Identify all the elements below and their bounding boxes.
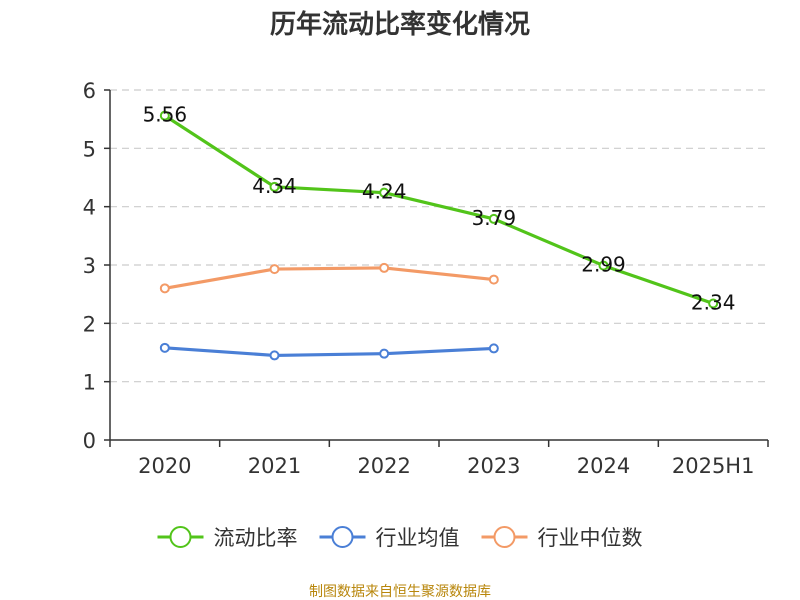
legend-item[interactable]: 行业均值 bbox=[319, 526, 460, 550]
y-tick-label: 6 bbox=[83, 79, 96, 103]
x-tick-label: 2023 bbox=[467, 454, 520, 478]
data-point[interactable] bbox=[159, 110, 170, 121]
data-point[interactable] bbox=[159, 283, 170, 294]
data-point[interactable] bbox=[379, 348, 390, 359]
series-line bbox=[164, 346, 494, 358]
legend-label: 流动比率 bbox=[214, 526, 298, 550]
series-line bbox=[164, 266, 495, 290]
grid-lines bbox=[110, 89, 768, 383]
data-label: 4.34 bbox=[252, 174, 297, 198]
legend-label: 行业中位数 bbox=[538, 526, 643, 550]
y-tick-label: 5 bbox=[83, 137, 96, 161]
y-tick-label: 1 bbox=[83, 371, 96, 395]
legend-item[interactable]: 行业中位数 bbox=[481, 526, 643, 550]
legend-marker-icon bbox=[169, 526, 192, 548]
data-point[interactable] bbox=[488, 213, 499, 224]
x-tick-label: 2021 bbox=[248, 454, 301, 478]
data-label: 3.79 bbox=[472, 206, 517, 230]
x-tick-label: 2024 bbox=[577, 454, 630, 478]
x-tick-label: 2022 bbox=[357, 454, 410, 478]
legend-marker-icon bbox=[331, 526, 354, 548]
axes: 0 1 2 3 4 5 6 2020 2021 2022 2023 2024 2025H1 bbox=[83, 79, 769, 478]
data-label: 2.99 bbox=[581, 253, 626, 277]
data-label: 4.24 bbox=[362, 180, 407, 204]
data-point[interactable] bbox=[708, 298, 719, 309]
series-line bbox=[163, 114, 714, 306]
chart-title: 历年流动比率变化情况 bbox=[270, 9, 530, 40]
data-point[interactable] bbox=[159, 342, 170, 353]
data-point[interactable] bbox=[488, 274, 499, 285]
data-point[interactable] bbox=[379, 262, 390, 273]
data-point[interactable] bbox=[269, 264, 280, 275]
y-tick-label: 3 bbox=[83, 254, 96, 278]
data-point[interactable] bbox=[269, 350, 280, 361]
data-point[interactable] bbox=[488, 343, 499, 354]
y-tick-label: 0 bbox=[83, 429, 96, 453]
x-tick-label: 2020 bbox=[138, 454, 191, 478]
legend[interactable]: 流动比率 行业均值 行业中位数 bbox=[157, 526, 643, 550]
data-point[interactable] bbox=[269, 181, 280, 192]
source-note: 制图数据来自恒生聚源数据库 bbox=[309, 584, 491, 600]
y-tick-label: 2 bbox=[83, 312, 96, 336]
data-point[interactable] bbox=[598, 260, 609, 271]
series-group bbox=[159, 110, 719, 361]
data-point[interactable] bbox=[379, 187, 390, 198]
legend-label: 行业均值 bbox=[376, 526, 460, 550]
data-label: 5.56 bbox=[143, 103, 188, 127]
data-labels: 5.56 4.34 4.24 3.79 2.99 2.34 bbox=[143, 103, 736, 315]
legend-item[interactable]: 流动比率 bbox=[157, 526, 298, 550]
y-tick-label: 4 bbox=[83, 196, 96, 220]
x-tick-label: 2025H1 bbox=[672, 454, 755, 478]
legend-marker-icon bbox=[493, 526, 516, 548]
data-label: 2.34 bbox=[691, 291, 736, 315]
